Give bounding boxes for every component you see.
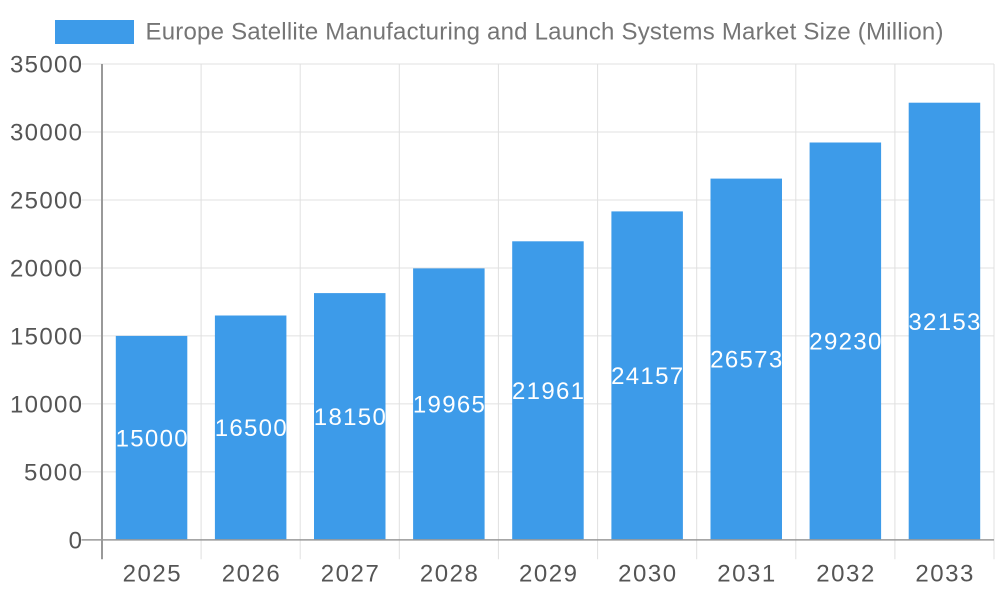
svg-text:15000: 15000 xyxy=(10,323,82,350)
svg-text:30000: 30000 xyxy=(10,120,82,147)
svg-text:0: 0 xyxy=(69,527,82,554)
svg-text:2029: 2029 xyxy=(519,561,577,588)
svg-text:18150: 18150 xyxy=(314,404,386,431)
svg-text:5000: 5000 xyxy=(24,459,82,486)
svg-text:2027: 2027 xyxy=(321,561,379,588)
svg-text:2030: 2030 xyxy=(618,561,676,588)
svg-text:25000: 25000 xyxy=(10,188,82,215)
svg-text:2028: 2028 xyxy=(420,561,478,588)
svg-text:19965: 19965 xyxy=(413,392,485,419)
svg-text:15000: 15000 xyxy=(116,425,188,452)
svg-text:32153: 32153 xyxy=(908,309,980,336)
svg-text:2025: 2025 xyxy=(123,561,181,588)
svg-text:2033: 2033 xyxy=(915,561,973,588)
svg-text:16500: 16500 xyxy=(215,415,287,442)
svg-text:2031: 2031 xyxy=(717,561,775,588)
svg-text:29230: 29230 xyxy=(809,329,881,356)
svg-text:26573: 26573 xyxy=(710,347,782,374)
svg-text:35000: 35000 xyxy=(10,52,82,79)
svg-text:2026: 2026 xyxy=(222,561,280,588)
svg-text:21961: 21961 xyxy=(512,378,584,405)
svg-text:20000: 20000 xyxy=(10,256,82,283)
svg-text:10000: 10000 xyxy=(10,391,82,418)
svg-text:Europe Satellite Manufacturing: Europe Satellite Manufacturing and Launc… xyxy=(146,19,944,46)
svg-text:2032: 2032 xyxy=(816,561,874,588)
svg-text:24157: 24157 xyxy=(611,363,683,390)
